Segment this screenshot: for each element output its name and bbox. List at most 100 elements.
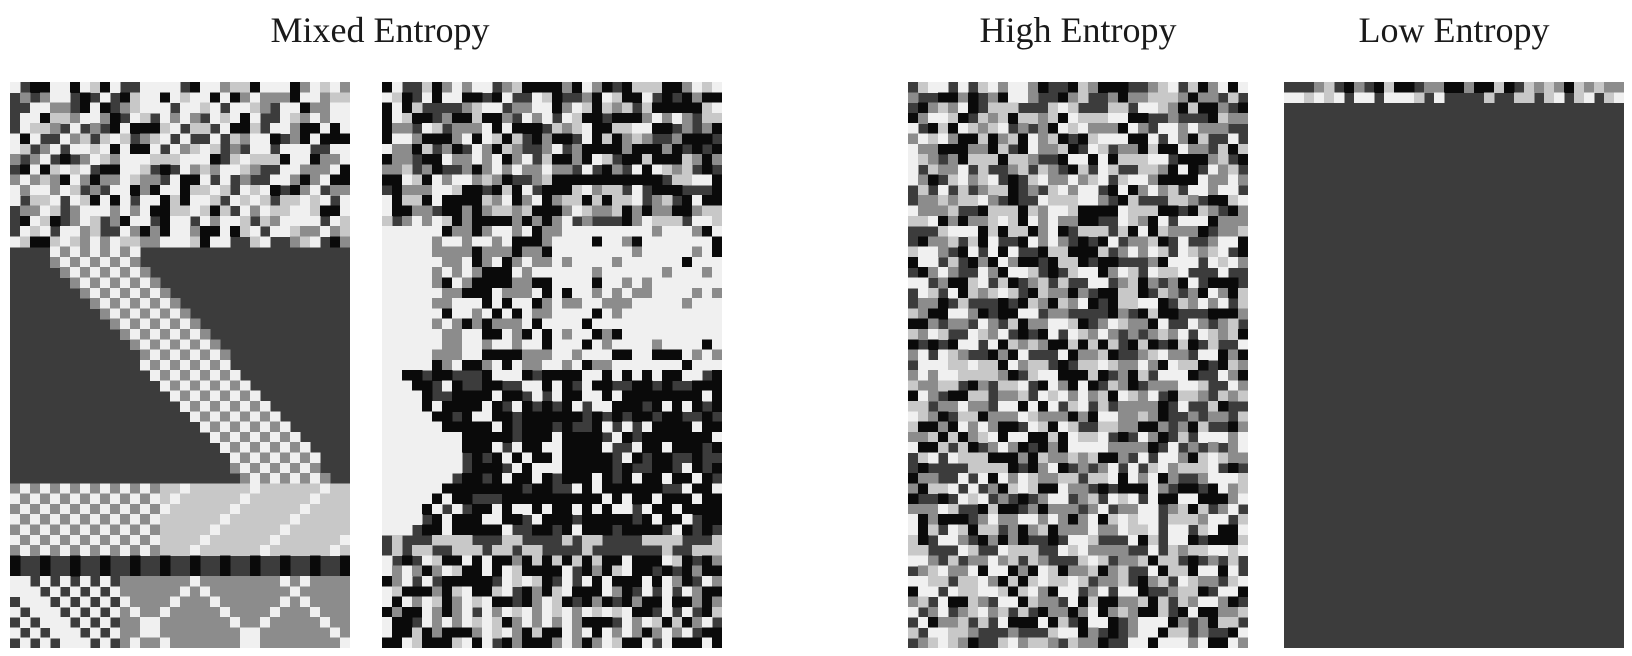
automaton-cell xyxy=(592,318,603,330)
automaton-cell xyxy=(290,534,301,546)
automaton-cell xyxy=(1008,380,1019,392)
automaton-cell xyxy=(602,637,613,648)
automaton-cell xyxy=(180,328,191,340)
automaton-cell xyxy=(340,112,350,124)
automaton-cell xyxy=(1108,92,1119,104)
automaton-cell xyxy=(692,493,703,505)
automaton-cell xyxy=(1048,411,1059,423)
automaton-cell xyxy=(110,123,121,135)
automaton-cell xyxy=(1158,164,1169,176)
automaton-cell xyxy=(402,421,413,433)
automaton-cell xyxy=(40,637,51,648)
automaton-cell xyxy=(602,462,613,474)
automaton-cell xyxy=(310,215,321,227)
automaton-cell xyxy=(988,287,999,299)
automaton-cell xyxy=(250,411,261,423)
automaton-cell xyxy=(482,627,493,639)
automaton-cell xyxy=(988,92,999,104)
automaton-cell xyxy=(482,236,493,248)
automaton-cell xyxy=(210,349,221,361)
automaton-cell xyxy=(220,555,231,567)
automaton-cell xyxy=(918,246,929,258)
automaton-cell xyxy=(170,195,181,207)
automaton-cell xyxy=(1048,215,1059,227)
automaton-cell xyxy=(1584,82,1595,93)
automaton-cell xyxy=(532,483,543,495)
automaton-cell xyxy=(300,637,311,648)
automaton-cell xyxy=(562,359,573,371)
automaton-cell xyxy=(1504,82,1515,93)
automaton-cell xyxy=(250,431,261,443)
automaton-cell xyxy=(1138,606,1149,618)
automaton-cell xyxy=(1158,92,1169,104)
automaton-cell xyxy=(702,215,713,227)
automaton-cell xyxy=(622,298,633,309)
automaton-cell xyxy=(382,256,393,268)
automaton-cell xyxy=(712,359,722,371)
automaton-cell xyxy=(1108,256,1119,268)
automaton-cell xyxy=(270,627,281,639)
automaton-cell xyxy=(1188,514,1199,526)
automaton-cell xyxy=(180,503,191,515)
automaton-cell xyxy=(382,627,393,639)
automaton-cell xyxy=(712,483,722,495)
automaton-cell xyxy=(702,606,713,618)
automaton-cell xyxy=(1058,524,1069,536)
automaton-cell xyxy=(1604,92,1615,104)
automaton-cell xyxy=(532,277,543,289)
automaton-cell xyxy=(280,555,291,567)
automaton-cell xyxy=(100,555,111,567)
automaton-cell xyxy=(948,452,959,464)
automaton-cell xyxy=(190,184,201,196)
automaton-cell xyxy=(958,164,969,176)
automaton-cell xyxy=(270,431,281,443)
automaton-cell xyxy=(482,565,493,577)
automaton-cell xyxy=(1158,359,1169,371)
automaton-cell xyxy=(1148,411,1159,423)
automaton-cell xyxy=(998,617,1009,629)
automaton-cell xyxy=(968,627,979,639)
automaton-cell xyxy=(340,637,350,648)
automaton-cell xyxy=(1228,226,1239,237)
automaton-cell xyxy=(918,143,929,155)
automaton-cell xyxy=(652,617,663,629)
automaton-cell xyxy=(1058,452,1069,464)
automaton-cell xyxy=(1148,133,1159,145)
automaton-cell xyxy=(422,226,433,237)
automaton-cell xyxy=(552,123,563,135)
automaton-cell xyxy=(482,256,493,268)
automaton-cell xyxy=(432,473,443,484)
automaton-cell xyxy=(220,92,231,104)
automaton-cell xyxy=(1118,133,1129,145)
automaton-cell xyxy=(1238,82,1248,93)
automaton-cell xyxy=(1008,483,1019,495)
automaton-cell xyxy=(562,431,573,443)
automaton-cell xyxy=(702,267,713,279)
automaton-cell xyxy=(310,236,321,248)
automaton-cell xyxy=(70,555,81,567)
automaton-cell xyxy=(1148,421,1159,433)
automaton-cell xyxy=(340,92,350,104)
automaton-cell xyxy=(110,82,121,93)
automaton-cell xyxy=(432,617,443,629)
automaton-cell xyxy=(492,503,503,515)
automaton-cell xyxy=(1098,473,1109,484)
automaton-cell xyxy=(392,123,403,135)
automaton-cell xyxy=(1048,637,1059,648)
automaton-cell xyxy=(1088,637,1099,648)
automaton-cell xyxy=(602,308,613,320)
automaton-cell xyxy=(1238,586,1248,598)
automaton-cell xyxy=(140,215,151,227)
automaton-cell xyxy=(1228,575,1239,587)
automaton-cell xyxy=(40,143,51,155)
automaton-cell xyxy=(1188,555,1199,567)
automaton-cell xyxy=(582,617,593,629)
automaton-cell xyxy=(462,617,473,629)
automaton-cell xyxy=(592,452,603,464)
automaton-cell xyxy=(1068,215,1079,227)
automaton-cell xyxy=(90,534,101,546)
automaton-cell xyxy=(110,154,121,165)
automaton-cell xyxy=(482,298,493,309)
automaton-cell xyxy=(462,205,473,217)
automaton-cell xyxy=(402,287,413,299)
